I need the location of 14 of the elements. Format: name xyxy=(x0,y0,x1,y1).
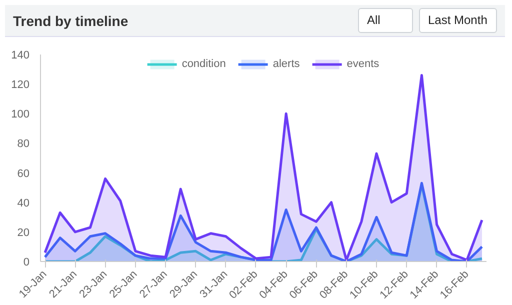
y-tick-label: 60 xyxy=(17,168,30,180)
legend-label: alerts xyxy=(272,58,300,70)
y-tick-label: 40 xyxy=(17,197,30,210)
chart-title: Trend by timeline xyxy=(13,12,128,30)
y-tick-label: 100 xyxy=(11,108,30,121)
y-tick-label: 120 xyxy=(11,79,30,92)
y-tick-label: 80 xyxy=(17,138,30,150)
text: Last Month xyxy=(419,8,497,34)
text: All xyxy=(358,8,413,34)
y-tick-label: 20 xyxy=(17,226,30,239)
legend-label: events xyxy=(346,58,380,70)
legend-label: condition xyxy=(182,58,226,70)
y-tick-label: 0 xyxy=(23,256,30,268)
y-tick-label: 140 xyxy=(11,50,30,62)
